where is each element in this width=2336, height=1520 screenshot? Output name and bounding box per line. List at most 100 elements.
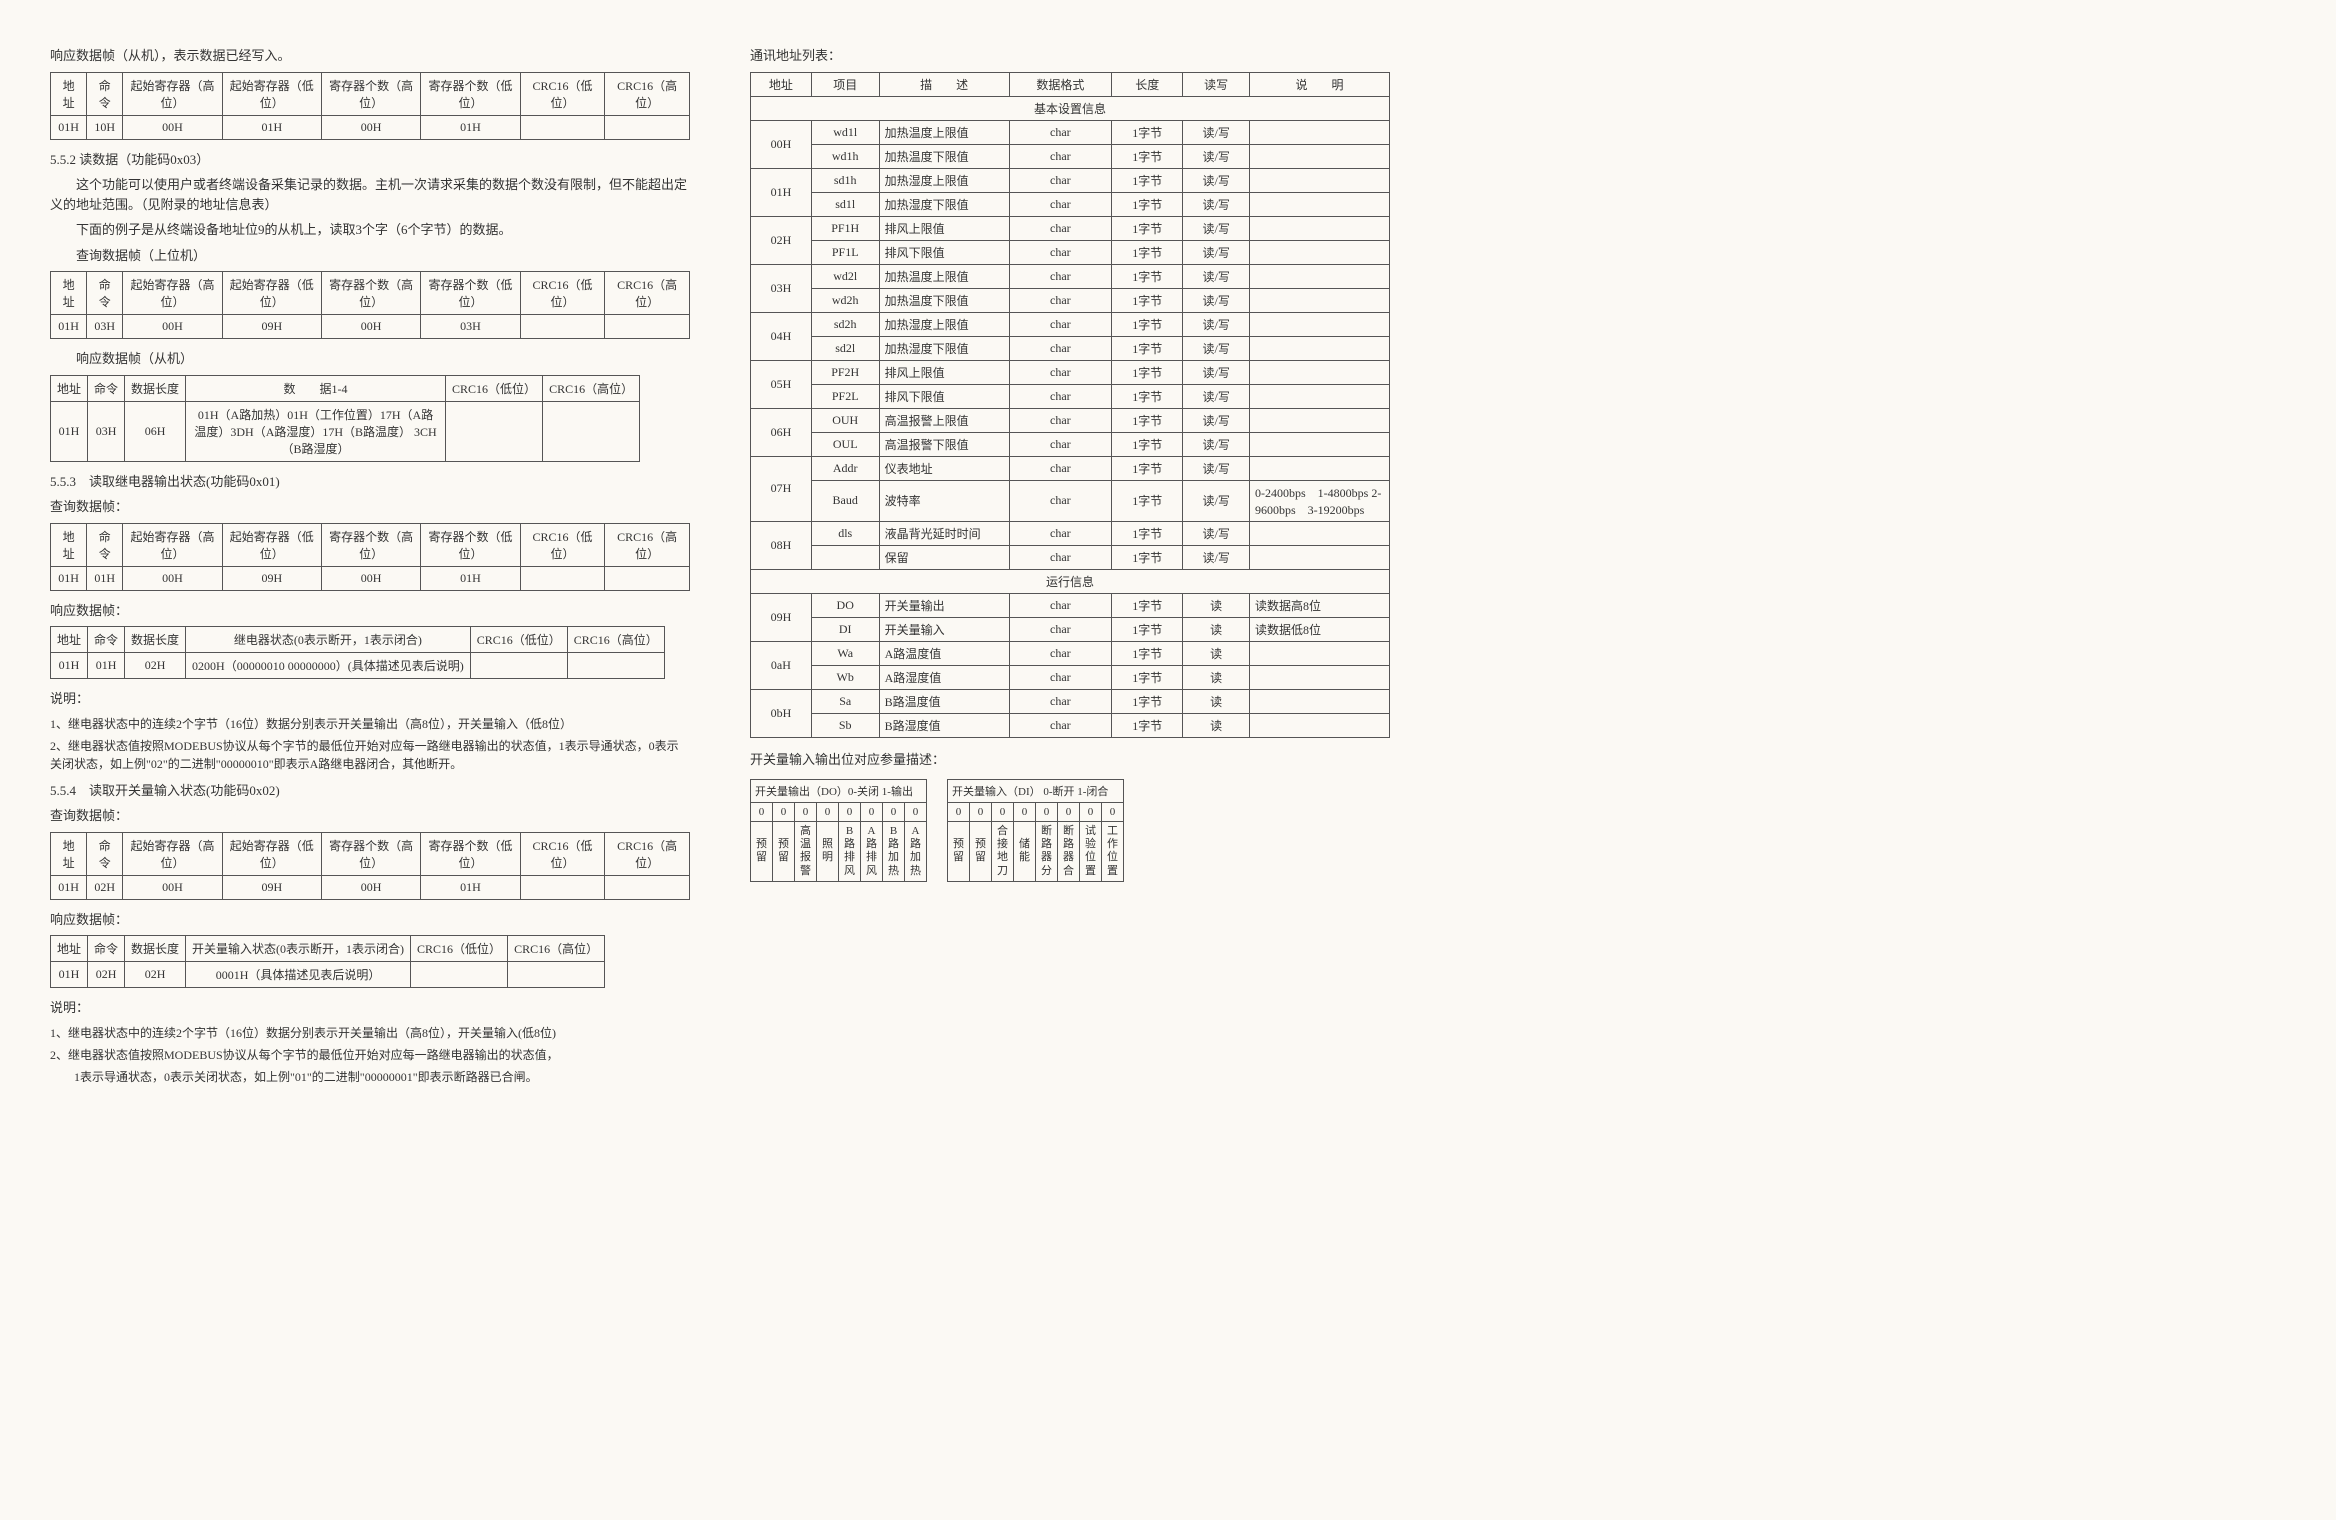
- cell: 00H: [321, 315, 420, 339]
- addr-cell: 0aH: [751, 641, 812, 689]
- cell: [543, 401, 640, 461]
- note-cell: [1250, 216, 1390, 240]
- note-cell: 0-2400bps 1-4800bps 2-9600bps 3-19200bps: [1250, 480, 1390, 521]
- len-cell: 1字节: [1112, 689, 1183, 713]
- note-553-1: 1、继电器状态中的连续2个字节（16位）数据分别表示开关量输出（高8位），开关量…: [50, 715, 690, 733]
- di-bit-table: 开关量输入（DI） 0-断开 1-闭合 00000000 预留预留合接地刀储能断…: [947, 779, 1124, 882]
- cell: 01H（A路加热）01H（工作位置）17H（A路温度）3DH（A路湿度）17H（…: [186, 401, 446, 461]
- cell: 0200H（00000010 00000000）(具体描述见表后说明): [186, 653, 471, 679]
- fmt-cell: char: [1009, 384, 1112, 408]
- table-switch-response: 地址 命令 数据长度 开关量输入状态(0表示断开，1表示闭合) CRC16（低位…: [50, 935, 605, 988]
- bit-cell: 照明: [817, 822, 839, 882]
- do-header: 开关量输出（DO）0-关闭 1-输出: [751, 780, 927, 803]
- rw-cell: 读/写: [1183, 120, 1250, 144]
- len-cell: 1字节: [1112, 408, 1183, 432]
- rw-cell: 读/写: [1183, 216, 1250, 240]
- th: 数据长度: [125, 627, 186, 653]
- th: 命令: [88, 936, 125, 962]
- len-cell: 1字节: [1112, 384, 1183, 408]
- cell: [605, 115, 690, 139]
- section-basic: 基本设置信息: [751, 96, 1390, 120]
- bit-cell: 预留: [948, 822, 970, 882]
- len-cell: 1字节: [1112, 216, 1183, 240]
- desc-cell: 高温报警上限值: [879, 408, 1009, 432]
- th: 开关量输入状态(0表示断开，1表示闭合): [186, 936, 411, 962]
- cell: [520, 115, 605, 139]
- note-554-2: 2、继电器状态值按照MODEBUS协议从每个字节的最低位开始对应每一路继电器输出…: [50, 1046, 690, 1064]
- rw-cell: 读/写: [1183, 288, 1250, 312]
- th: 数据长度: [125, 936, 186, 962]
- cell: [446, 401, 543, 461]
- right-column: 通讯地址列表： 地址 项目 描 述 数据格式 长度 读写 说 明 基本设置信息 …: [750, 40, 1390, 1090]
- rw-cell: 读: [1183, 665, 1250, 689]
- bit-cell: 0: [948, 803, 970, 822]
- bit-cell: 0: [1102, 803, 1124, 822]
- rw-cell: 读: [1183, 593, 1250, 617]
- desc-cell: 加热湿度下限值: [879, 192, 1009, 216]
- th: 地址: [51, 72, 87, 115]
- item-cell: Wa: [811, 641, 879, 665]
- len-cell: 1字节: [1112, 545, 1183, 569]
- th: 说 明: [1250, 72, 1390, 96]
- bit-cell: 0: [861, 803, 883, 822]
- len-cell: 1字节: [1112, 480, 1183, 521]
- item-cell: wd2l: [811, 264, 879, 288]
- addr-cell: 03H: [751, 264, 812, 312]
- fmt-cell: char: [1009, 593, 1112, 617]
- item-cell: OUH: [811, 408, 879, 432]
- th: 命令: [88, 627, 125, 653]
- th: 寄存器个数（低位）: [421, 523, 520, 566]
- addr-cell: 00H: [751, 120, 812, 168]
- rw-cell: 读/写: [1183, 480, 1250, 521]
- bit-cell: B路加热: [883, 822, 905, 882]
- th: 寄存器个数（高位）: [321, 272, 420, 315]
- fmt-cell: char: [1009, 408, 1112, 432]
- th: 继电器状态(0表示断开，1表示闭合): [186, 627, 471, 653]
- len-cell: 1字节: [1112, 240, 1183, 264]
- fmt-cell: char: [1009, 617, 1112, 641]
- fmt-cell: char: [1009, 120, 1112, 144]
- fmt-cell: char: [1009, 456, 1112, 480]
- item-cell: sd2h: [811, 312, 879, 336]
- cell: 02H: [88, 962, 125, 988]
- desc-cell: 仪表地址: [879, 456, 1009, 480]
- note-cell: [1250, 689, 1390, 713]
- th: 寄存器个数（低位）: [421, 72, 520, 115]
- rw-cell: 读/写: [1183, 264, 1250, 288]
- bit-cell: 断路器合: [1058, 822, 1080, 882]
- fmt-cell: char: [1009, 360, 1112, 384]
- rw-cell: 读: [1183, 641, 1250, 665]
- th: 寄存器个数（低位）: [421, 832, 520, 875]
- cell: 02H: [87, 875, 123, 899]
- addr-cell: 08H: [751, 521, 812, 569]
- th: CRC16（低位）: [520, 523, 605, 566]
- cell: 01H: [421, 875, 520, 899]
- item-cell: wd2h: [811, 288, 879, 312]
- desc-cell: A路温度值: [879, 641, 1009, 665]
- bit-desc-title: 开关量输入输出位对应参量描述：: [750, 750, 1390, 770]
- note-554-1: 1、继电器状态中的连续2个字节（16位）数据分别表示开关量输出（高8位），开关量…: [50, 1024, 690, 1042]
- bit-cell: 0: [751, 803, 773, 822]
- item-cell: sd1h: [811, 168, 879, 192]
- item-cell: dls: [811, 521, 879, 545]
- cell: 09H: [222, 875, 321, 899]
- section-552-title: 5.5.2 读数据（功能码0x03）: [50, 150, 690, 170]
- fmt-cell: char: [1009, 432, 1112, 456]
- item-cell: [811, 545, 879, 569]
- bit-cell: 0: [839, 803, 861, 822]
- bit-cell: 0: [817, 803, 839, 822]
- note-cell: [1250, 432, 1390, 456]
- len-cell: 1字节: [1112, 665, 1183, 689]
- note-cell: [1250, 144, 1390, 168]
- bit-cell: 0: [773, 803, 795, 822]
- rw-cell: 读/写: [1183, 384, 1250, 408]
- th: 起始寄存器（高位）: [123, 72, 222, 115]
- cell: 00H: [123, 115, 222, 139]
- bit-cell: 0: [1058, 803, 1080, 822]
- section-run: 运行信息: [751, 569, 1390, 593]
- addr-cell: 0bH: [751, 689, 812, 737]
- rw-cell: 读: [1183, 713, 1250, 737]
- fmt-cell: char: [1009, 521, 1112, 545]
- bit-cell: 合接地刀: [992, 822, 1014, 882]
- len-cell: 1字节: [1112, 144, 1183, 168]
